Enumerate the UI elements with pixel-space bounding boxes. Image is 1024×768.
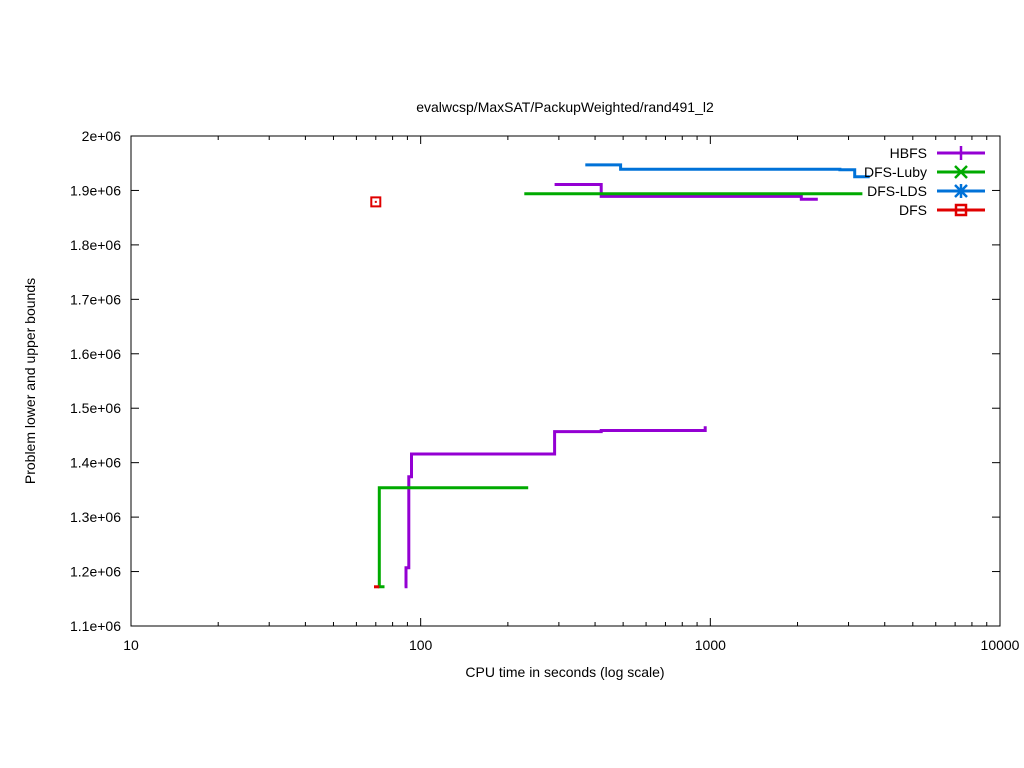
legend-item-hbfs: HBFS [890,145,985,161]
series-dfs-luby [377,192,863,589]
series-dfs-luby-lower-bound [377,486,529,589]
legend-item-dfs-luby: DFS-Luby [864,164,985,180]
y-axis: 1.1e+06 1.2e+06 1.3e+06 1.4e+06 1.5e+06 1.6e+… [70,128,1000,634]
legend-label: DFS-LDS [867,183,927,199]
legend: HBFS DFS-Luby DFS-LDS DFS [864,145,985,218]
x-tick-label: 10 [123,637,139,653]
y-tick-label: 1.4e+06 [70,455,121,471]
series-hbfs [404,183,818,589]
chart-title: evalwcsp/MaxSAT/PackupWeighted/rand491_l… [416,99,714,115]
series-dfs-lds [585,163,870,179]
y-tick-label: 1.2e+06 [70,564,121,580]
y-tick-label: 1.8e+06 [70,237,121,253]
series-dfs-point [370,196,382,208]
y-tick-label: 1.1e+06 [70,618,121,634]
y-tick-label: 1.7e+06 [70,291,121,307]
plot-frame [130,135,1001,627]
legend-marker [954,184,968,198]
legend-label: DFS [899,202,927,218]
x-axis: 10 100 1000 10000 [123,136,1020,653]
y-tick-label: 1.6e+06 [70,346,121,362]
legend-label: DFS-Luby [864,164,927,180]
legend-item-dfs: DFS [899,202,985,218]
series-hbfs-upper-bound [554,183,818,201]
y-tick-label: 2e+06 [82,128,122,144]
y-tick-label: 1.5e+06 [70,400,121,416]
series-dfs-point-center [374,200,377,203]
x-tick-label: 100 [409,637,433,653]
y-tick-label: 1.9e+06 [70,182,121,198]
y-axis-label: Problem lower and upper bounds [22,278,38,484]
x-axis-label: CPU time in seconds (log scale) [465,664,664,680]
series-hbfs-lower-bound [404,426,707,589]
legend-marker [954,203,968,217]
x-tick-label: 10000 [981,637,1020,653]
legend-item-dfs-lds: DFS-LDS [867,183,985,199]
series-layer [370,163,870,589]
legend-label: HBFS [890,145,927,161]
x-tick-label: 1000 [695,637,726,653]
y-tick-label: 1.3e+06 [70,509,121,525]
legend-marker [954,165,968,179]
series-dfs [370,196,382,589]
series-dfs-lds-upper-bound [585,163,870,179]
